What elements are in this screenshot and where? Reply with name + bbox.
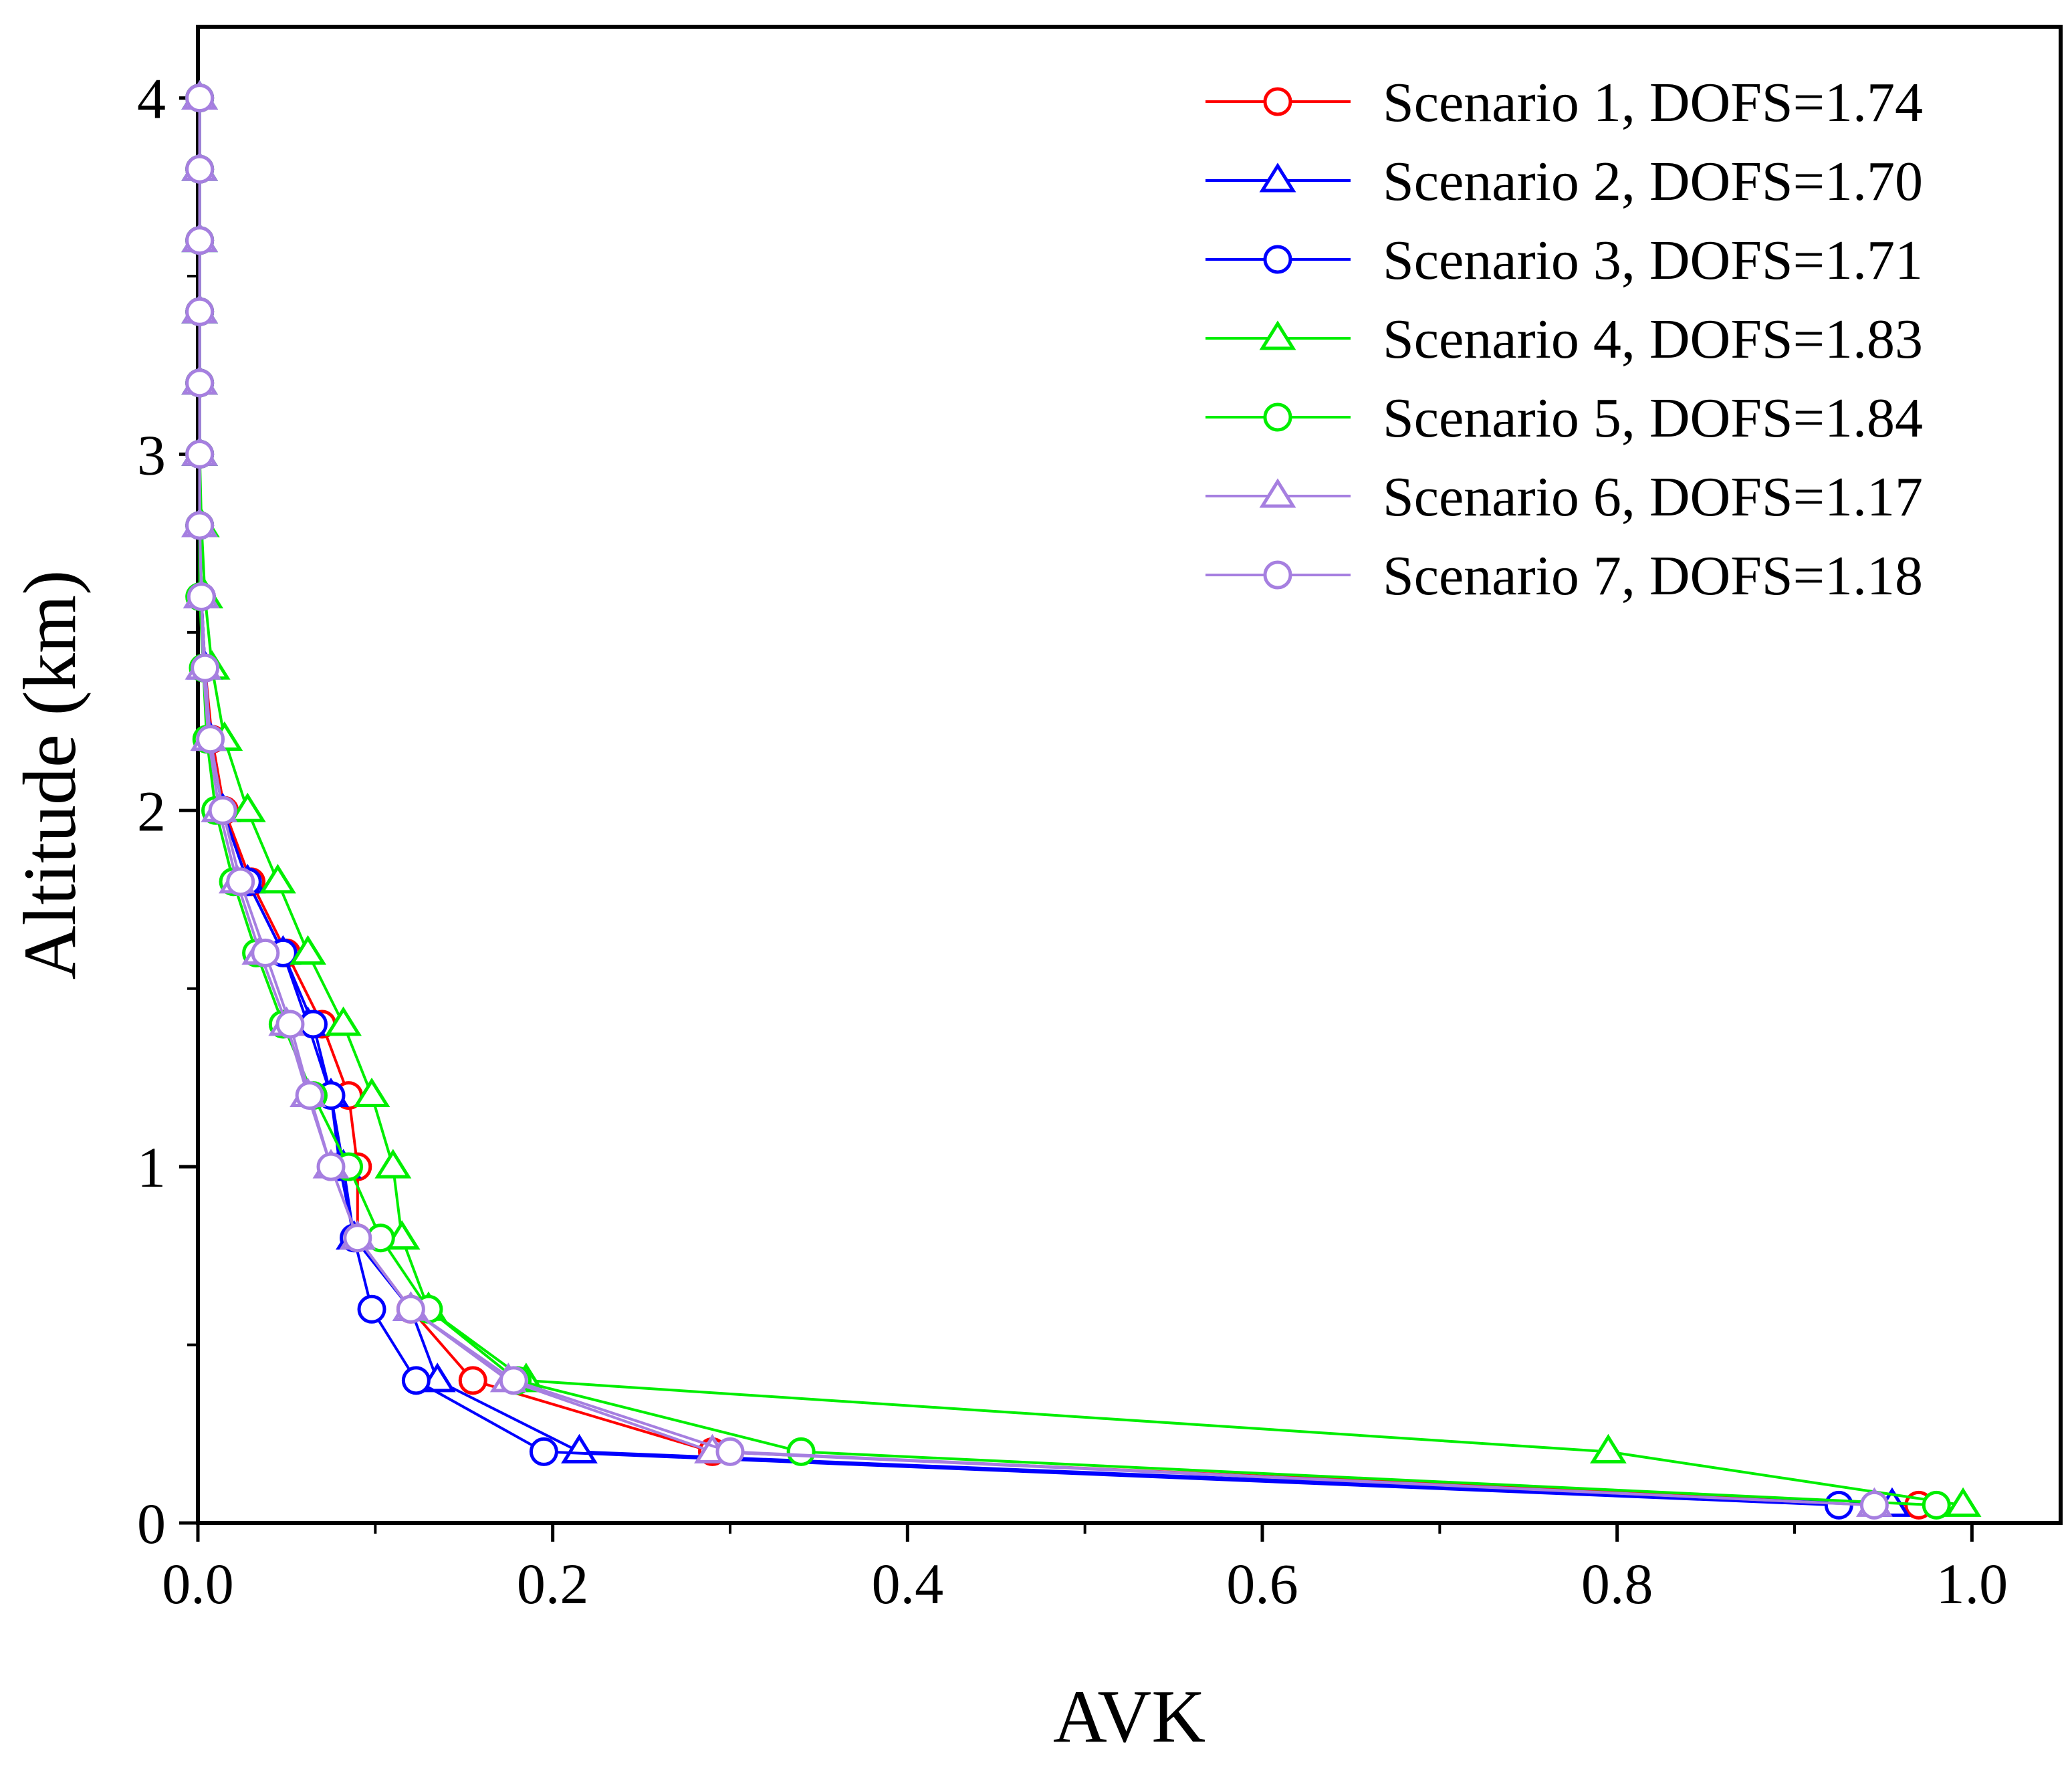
data-point-circle xyxy=(295,1081,324,1110)
legend-entry-4: Scenario 4, DOFS=1.83 xyxy=(1205,308,1923,370)
data-point-circle xyxy=(185,84,215,113)
y-axis-title: Altitude (km) xyxy=(9,570,92,980)
data-point-circle xyxy=(343,1223,372,1253)
data-point-triangle xyxy=(259,864,296,894)
x-tick-label: 0.2 xyxy=(517,1552,589,1616)
data-point-triangle xyxy=(374,1149,412,1179)
legend-entry-6: Scenario 6, DOFS=1.17 xyxy=(1205,466,1923,528)
data-point-circle xyxy=(196,725,225,754)
x-tick-label: 1.0 xyxy=(1936,1552,2008,1616)
series-layer xyxy=(181,80,1982,1520)
data-point-circle xyxy=(401,1366,431,1395)
data-point-triangle xyxy=(561,1433,598,1463)
series-1 xyxy=(185,84,1934,1520)
data-point-circle xyxy=(499,1366,528,1395)
data-point-triangle xyxy=(325,1006,362,1036)
data-point-triangle xyxy=(1259,320,1296,350)
data-point-circle xyxy=(357,1294,386,1324)
data-point-circle xyxy=(1859,1490,1889,1520)
data-point-circle xyxy=(1263,560,1292,590)
data-point-circle xyxy=(1263,245,1292,274)
legend-entry-3: Scenario 3, DOFS=1.71 xyxy=(1205,229,1923,291)
legend-label: Scenario 3, DOFS=1.71 xyxy=(1383,229,1923,291)
legend-label: Scenario 6, DOFS=1.17 xyxy=(1383,466,1923,528)
legend-entry-2: Scenario 2, DOFS=1.70 xyxy=(1205,150,1923,213)
data-point-circle xyxy=(316,1152,346,1181)
data-point-triangle xyxy=(1944,1487,1982,1517)
data-point-circle xyxy=(185,511,215,540)
data-point-circle xyxy=(786,1437,816,1466)
data-point-triangle xyxy=(290,935,326,965)
data-point-circle xyxy=(185,297,215,326)
legend-entry-7: Scenario 7, DOFS=1.18 xyxy=(1205,545,1923,607)
data-point-circle xyxy=(275,1010,305,1039)
legend-label: Scenario 1, DOFS=1.74 xyxy=(1383,72,1923,134)
series-7 xyxy=(185,84,1889,1520)
data-point-circle xyxy=(1922,1490,1951,1520)
legend-entry-5: Scenario 5, DOFS=1.84 xyxy=(1205,387,1923,449)
data-point-circle xyxy=(529,1437,558,1466)
data-point-circle xyxy=(185,226,215,255)
legend: Scenario 1, DOFS=1.74 Scenario 2, DOFS=1.… xyxy=(1205,72,1923,607)
y-tick-label: 1 xyxy=(137,1135,166,1199)
y-tick-label: 0 xyxy=(137,1492,166,1556)
data-point-circle xyxy=(185,368,215,398)
x-axis-title: AVK xyxy=(1053,1675,1205,1758)
x-tick-label: 0.0 xyxy=(162,1552,234,1616)
y-tick-label: 3 xyxy=(137,423,166,487)
series-4 xyxy=(181,80,1982,1517)
y-tick-label: 4 xyxy=(137,67,166,131)
series-5 xyxy=(185,84,1951,1520)
legend-label: Scenario 5, DOFS=1.84 xyxy=(1383,387,1923,449)
x-tick-label: 0.4 xyxy=(872,1552,944,1616)
series-2 xyxy=(181,80,1911,1517)
data-point-circle xyxy=(191,653,220,683)
legend-label: Scenario 2, DOFS=1.70 xyxy=(1383,150,1923,213)
data-point-circle xyxy=(458,1366,487,1395)
data-point-triangle xyxy=(1259,162,1296,193)
data-point-triangle xyxy=(1589,1433,1627,1463)
legend-label: Scenario 7, DOFS=1.18 xyxy=(1383,545,1923,607)
legend-entry-1: Scenario 1, DOFS=1.74 xyxy=(1205,72,1923,134)
data-point-triangle xyxy=(229,792,266,822)
series-6 xyxy=(181,80,1893,1517)
data-point-circle xyxy=(1263,402,1292,432)
data-point-circle xyxy=(251,938,280,967)
data-point-triangle xyxy=(353,1077,390,1108)
data-point-circle xyxy=(226,867,255,897)
data-point-circle xyxy=(208,796,237,825)
data-point-circle xyxy=(187,582,216,612)
x-tick-label: 0.6 xyxy=(1226,1552,1298,1616)
data-point-circle xyxy=(396,1294,425,1324)
y-tick-label: 2 xyxy=(137,779,166,843)
plot-frame xyxy=(196,25,2063,1525)
x-tick-label: 0.8 xyxy=(1581,1552,1653,1616)
data-point-circle xyxy=(185,154,215,184)
data-point-circle xyxy=(1263,87,1292,116)
legend-label: Scenario 4, DOFS=1.83 xyxy=(1383,308,1923,370)
data-point-circle xyxy=(185,439,215,469)
axis-ticks: 0.0 0.2 0.4 0.6 0.8 1.0 0 1 2 3 4 xyxy=(137,67,2008,1616)
data-point-circle xyxy=(715,1437,745,1466)
data-point-triangle xyxy=(1259,478,1296,508)
